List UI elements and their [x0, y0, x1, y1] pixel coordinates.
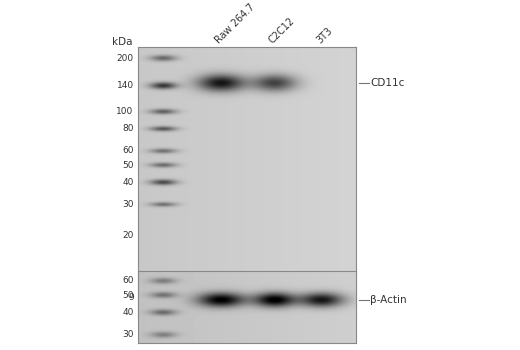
Text: 40: 40 [122, 308, 134, 317]
Text: 9: 9 [128, 293, 134, 302]
Text: 40: 40 [122, 178, 134, 187]
Text: 50: 50 [122, 161, 134, 169]
Text: C2C12: C2C12 [267, 16, 297, 46]
Text: 80: 80 [122, 124, 134, 133]
Text: 3T3: 3T3 [314, 26, 334, 46]
Text: 50: 50 [122, 290, 134, 300]
Text: 200: 200 [116, 54, 134, 63]
Text: 60: 60 [122, 146, 134, 155]
Text: 30: 30 [122, 200, 134, 209]
Text: 100: 100 [116, 107, 134, 116]
Text: Raw 264.7: Raw 264.7 [214, 2, 257, 46]
Text: kDa: kDa [112, 37, 133, 47]
Text: 20: 20 [122, 231, 134, 240]
Text: CD11c: CD11c [370, 78, 405, 88]
Text: β-Actin: β-Actin [370, 295, 407, 305]
Text: 60: 60 [122, 276, 134, 286]
Text: 140: 140 [116, 81, 134, 90]
Text: 30: 30 [122, 330, 134, 339]
